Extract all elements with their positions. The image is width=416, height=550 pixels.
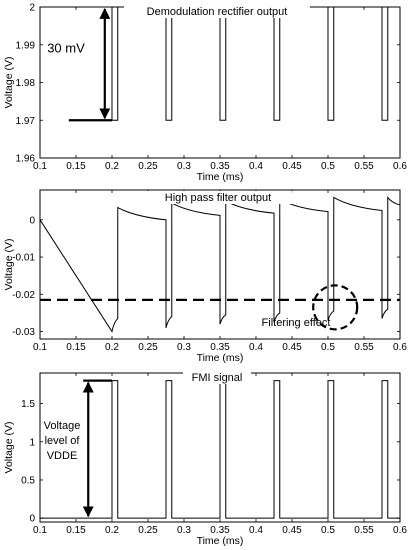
annotation-vdde-line: level of	[45, 435, 81, 447]
y-tick-label: 0	[29, 215, 35, 226]
y-axis-label: Voltage (V)	[3, 422, 15, 474]
y-tick-label: 1.98	[16, 78, 36, 89]
y-tick-label: 1.99	[16, 40, 36, 51]
panel-demodulation-rectifier: 0.1 0.15 0.2 0.25 0.3 0.35 0.4 0.45 0.5 0.55 0.6 1.…	[3, 3, 407, 184]
panel-high-pass-filter: 0.1 0.15 0.2 0.25 0.3 0.35 0.4 0.45 0.5 0.55 0.6 -0…	[3, 189, 407, 364]
x-tick-label: 0.6	[393, 525, 407, 536]
x-tick-label: 0.25	[138, 161, 158, 172]
annotation-filtering-effect: Filtering effect	[262, 317, 331, 329]
y-tick-label: -0.02	[12, 290, 35, 301]
y-axis-label: Voltage (V)	[3, 239, 15, 291]
y-axis-label: Voltage (V)	[3, 57, 15, 109]
x-tick-label: 0.15	[66, 342, 86, 353]
annotation-30mv: 30 mV	[47, 41, 85, 56]
y-tick-label: -0.03	[12, 327, 35, 338]
y-tick-label: 1	[29, 437, 35, 448]
x-axis-label: Time (ms)	[197, 535, 244, 547]
x-axis-label: Time (ms)	[197, 171, 244, 183]
x-tick-label: 0.5	[321, 342, 335, 353]
x-tick-label: 0.45	[282, 161, 302, 172]
x-tick-label: 0.15	[66, 161, 86, 172]
x-tick-label: 0.25	[138, 525, 158, 536]
y-tick-label: 0.5	[21, 475, 35, 486]
series-line-rectifier	[40, 6, 400, 121]
x-tick-label: 0.4	[249, 525, 263, 536]
y-tick-label: 1.97	[16, 116, 36, 127]
x-tick-label: 0.1	[33, 161, 47, 172]
chart-title: Demodulation rectifier output	[147, 6, 288, 18]
y-tick-label: 1.96	[16, 154, 36, 165]
x-tick-label: 0.3	[177, 342, 191, 353]
title-background	[183, 371, 251, 384]
x-tick-label: 0.1	[33, 342, 47, 353]
x-tick-label: 0.4	[249, 342, 263, 353]
x-tick-label: 0.2	[105, 342, 119, 353]
annotation-vdde-line: Voltage	[44, 420, 81, 432]
filtering-circle	[312, 284, 359, 331]
panel-fmi-signal: 0.1 0.15 0.2 0.25 0.3 0.35 0.4 0.45 0.5 0.55 0.6 0 0…	[3, 371, 407, 547]
title-background	[124, 5, 310, 18]
x-tick-label: 0.35	[210, 342, 230, 353]
x-tick-label: 0.25	[138, 342, 158, 353]
x-tick-label: 0.3	[177, 525, 191, 536]
y-tick-label: -0.01	[12, 253, 35, 264]
series-line-highpass	[39, 195, 401, 333]
y-tick-label: 1.5	[21, 399, 35, 410]
annotation-vdde-line: VDDE	[47, 450, 78, 462]
title-background	[143, 191, 293, 204]
x-tick-label: 0.15	[66, 525, 86, 536]
x-axis-label: Time (ms)	[197, 352, 244, 364]
series-line-fmi	[40, 380, 400, 519]
chart-title: FMI signal	[192, 372, 243, 384]
x-tick-label: 0.55	[354, 525, 374, 536]
x-tick-label: 0.1	[33, 525, 47, 536]
x-tick-label: 0.35	[210, 525, 230, 536]
x-tick-label: 0.45	[282, 342, 302, 353]
y-tick-label: 2	[29, 3, 35, 14]
x-tick-label: 0.4	[249, 161, 263, 172]
y-tick-label: 0	[29, 514, 35, 525]
x-tick-label: 0.3	[177, 161, 191, 172]
x-tick-label: 0.2	[105, 525, 119, 536]
x-tick-label: 0.2	[105, 161, 119, 172]
x-tick-label: 0.55	[354, 342, 374, 353]
x-tick-label: 0.55	[354, 161, 374, 172]
x-tick-label: 0.6	[393, 161, 407, 172]
x-tick-label: 0.35	[210, 161, 230, 172]
x-tick-label: 0.6	[393, 342, 407, 353]
chart-title: High pass filter output	[165, 192, 271, 204]
x-tick-label: 0.5	[321, 525, 335, 536]
x-tick-label: 0.45	[282, 525, 302, 536]
x-tick-label: 0.5	[321, 161, 335, 172]
